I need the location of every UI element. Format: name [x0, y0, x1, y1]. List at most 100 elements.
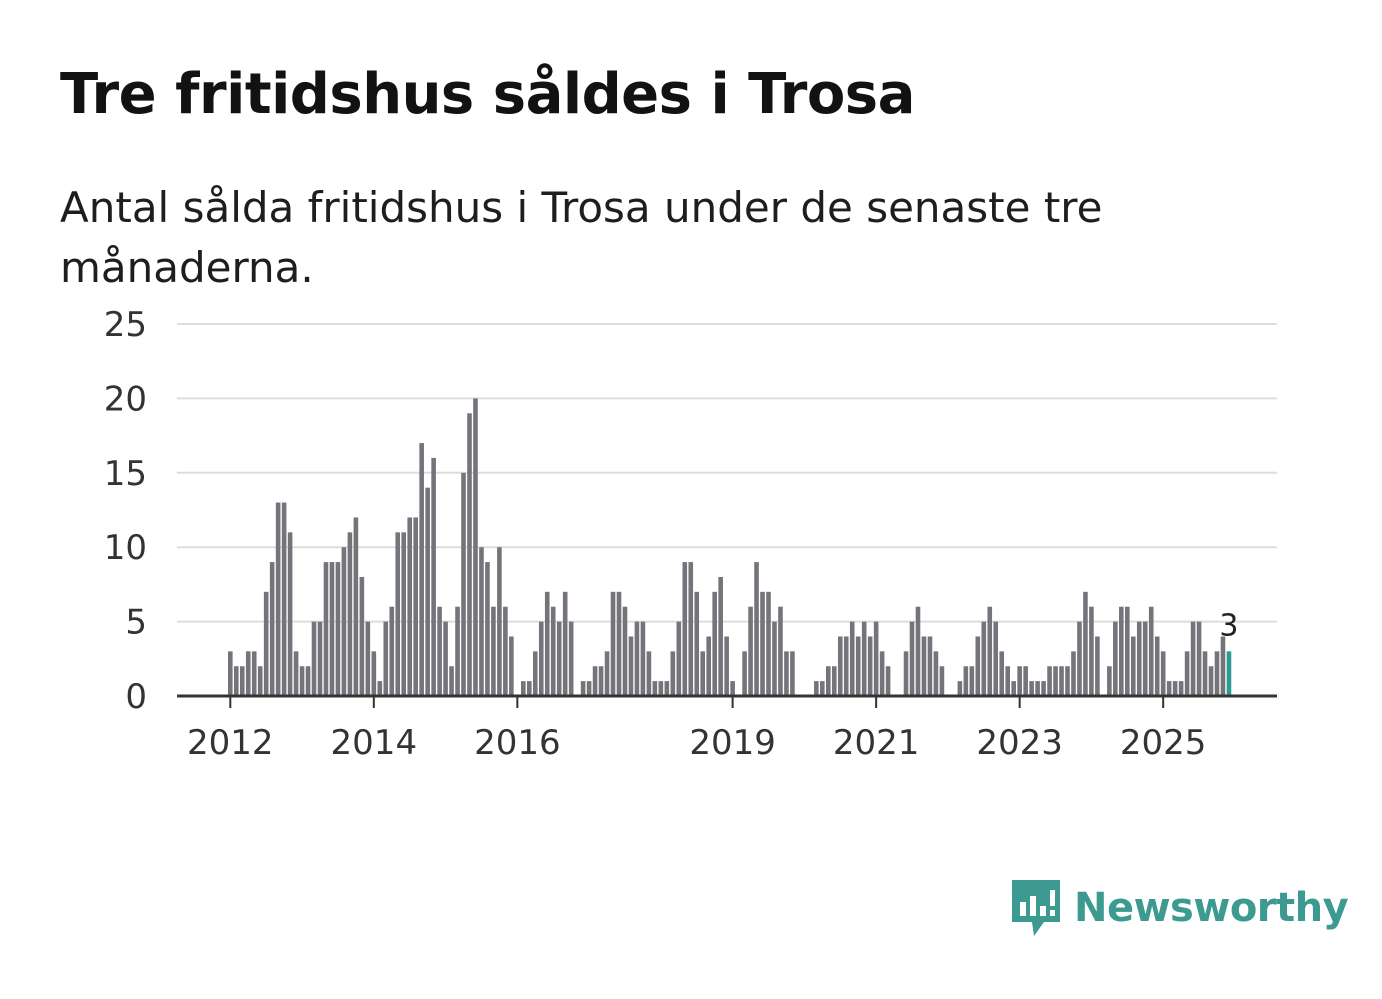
x-tick-label: 2019: [689, 723, 776, 763]
bar: [1130, 636, 1136, 696]
bar: [987, 606, 993, 696]
bar: [646, 651, 652, 696]
bar: [329, 562, 335, 696]
bar: [885, 666, 891, 696]
bar: [323, 562, 329, 696]
bar: [652, 681, 658, 696]
bar: [1214, 651, 1220, 696]
bar: [538, 621, 544, 696]
bar: [664, 681, 670, 696]
y-tick-label: 10: [104, 528, 147, 568]
bar: [1077, 621, 1082, 696]
bar: [676, 621, 682, 696]
bar: [228, 651, 233, 696]
bar: [622, 606, 628, 696]
bar: [957, 681, 963, 696]
bar: [485, 562, 490, 696]
bar: [831, 666, 837, 696]
bar: [975, 636, 981, 696]
bar: [455, 606, 460, 696]
bar: [1113, 621, 1118, 696]
bar: [682, 562, 688, 696]
bar: [1184, 651, 1190, 696]
bar: [245, 651, 251, 696]
bar: [269, 562, 275, 696]
bar: [419, 443, 424, 696]
bar: [933, 651, 939, 696]
bar: [550, 606, 556, 696]
bar: [658, 681, 664, 696]
bar: [706, 636, 711, 696]
bar: [377, 681, 383, 696]
bar: [335, 562, 341, 696]
bar: [1023, 666, 1028, 696]
bar: [700, 651, 706, 696]
bar: [742, 651, 747, 696]
bar: [1089, 606, 1094, 696]
bar: [443, 621, 448, 696]
bar: [748, 606, 753, 696]
bar: [610, 591, 616, 696]
bar: [814, 681, 819, 696]
bar: [341, 547, 347, 696]
bar: [556, 621, 562, 696]
bar: [449, 666, 454, 696]
bar: [688, 562, 694, 696]
bar: [503, 606, 508, 696]
bar: [592, 666, 598, 696]
bar: [263, 591, 269, 696]
bar: [766, 591, 771, 696]
bar: [425, 487, 430, 696]
bar: [1047, 666, 1052, 696]
bar: [1178, 681, 1184, 696]
bar: [401, 532, 407, 696]
bar: [969, 666, 975, 696]
bar: [861, 621, 867, 696]
bar: [754, 562, 759, 696]
bar: [849, 621, 855, 696]
bar: [820, 681, 825, 696]
bar: [497, 547, 502, 696]
bar: [1166, 681, 1172, 696]
bar: [1208, 666, 1214, 696]
bar: [909, 621, 915, 696]
bar: [772, 621, 777, 696]
bar: [275, 502, 281, 696]
bar: [1059, 666, 1064, 696]
newsworthy-logo-icon: [1012, 880, 1060, 936]
bar: [855, 636, 861, 696]
bar: [1190, 621, 1196, 696]
bar: [837, 636, 843, 696]
bar: [939, 666, 945, 696]
bar: [347, 532, 353, 696]
y-tick-label: 20: [104, 379, 147, 419]
bar: [1029, 681, 1034, 696]
bar: [879, 651, 885, 696]
highlight-data-label: 3: [1219, 608, 1238, 643]
bar: [1136, 621, 1142, 696]
bar: [293, 651, 299, 696]
x-tick-label: 2021: [833, 723, 920, 763]
bar: [712, 591, 717, 696]
bar: [1035, 681, 1040, 696]
bar: [760, 591, 765, 696]
bar: [491, 606, 496, 696]
x-tick-label: 2014: [331, 723, 418, 763]
bar: [251, 651, 257, 696]
x-tick-label: 2012: [187, 723, 274, 763]
bar: [921, 636, 927, 696]
bar: [778, 606, 783, 696]
y-tick-label: 5: [125, 603, 147, 643]
bar: [233, 666, 239, 696]
bar: [670, 651, 676, 696]
bar: [562, 591, 568, 696]
bar: [383, 621, 389, 696]
brand-logo: Newsworthy: [1010, 878, 1349, 938]
bar: [628, 636, 634, 696]
bar: [586, 681, 592, 696]
bar: [1083, 591, 1088, 696]
bar: [1148, 606, 1154, 696]
bar: [1011, 681, 1016, 696]
y-tick-label: 0: [125, 677, 147, 717]
